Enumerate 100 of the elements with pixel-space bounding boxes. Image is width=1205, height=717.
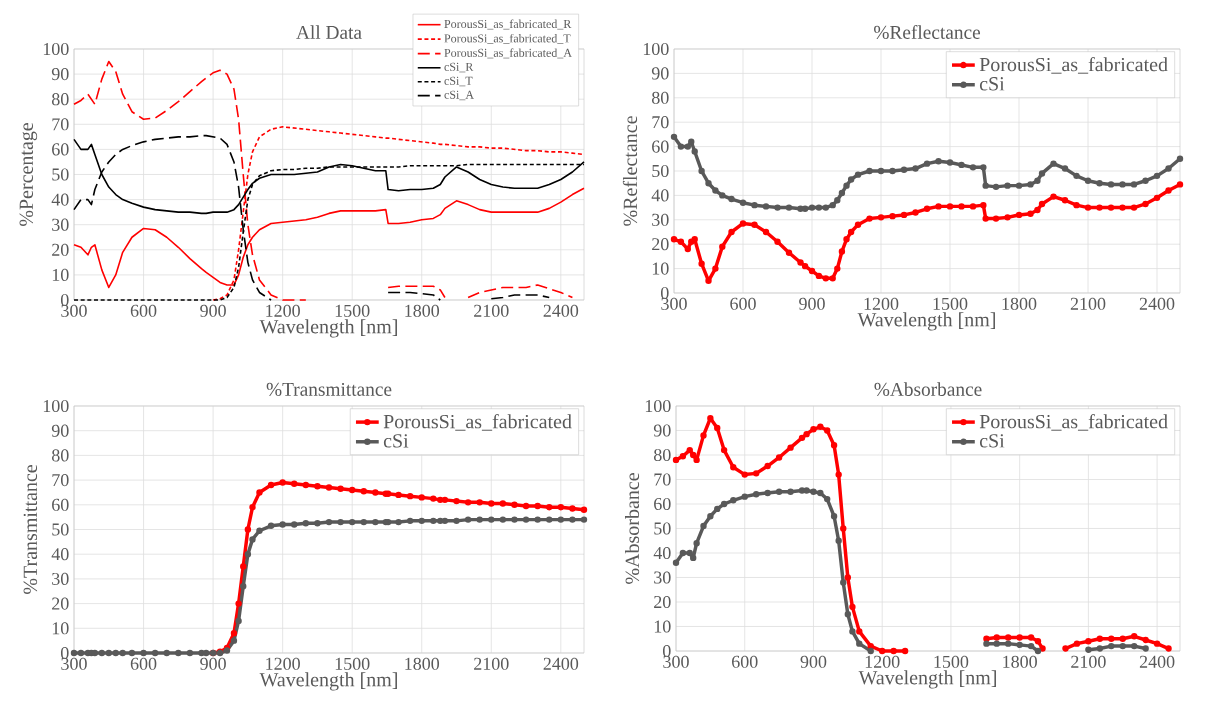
x-axis-title: Wavelength [nm] (858, 670, 996, 689)
y-axis-title: %Absorbance (625, 473, 640, 584)
x-axis-title: Wavelength [nm] (259, 672, 397, 691)
y-tick-label: 60 (654, 497, 671, 511)
y-tick-label: 30 (652, 213, 669, 226)
y-tick-label: 60 (52, 498, 69, 511)
chart-title: %Transmittance (266, 382, 392, 396)
x-tick-label: 300 (661, 297, 687, 310)
x-tick-label: 1800 (405, 657, 440, 670)
y-tick-label: 40 (651, 189, 669, 202)
y-tick-label: 10 (654, 620, 671, 633)
chart-title: %Absorbance (874, 382, 982, 396)
legend-label: PorousSi_as_fabricated (979, 57, 1168, 74)
y-tick-label: 70 (654, 473, 671, 486)
x-tick-label: 1200 (266, 304, 300, 317)
x-tick-label: 1200 (865, 655, 900, 668)
chart-title: All Data (296, 25, 362, 39)
x-tick-label: 1500 (335, 657, 370, 670)
y-tick-label: 30 (52, 218, 69, 231)
x-tick-label: 1500 (934, 655, 969, 668)
x-tick-label: 300 (61, 304, 87, 317)
legend-label: cSi_A (444, 90, 474, 101)
y-tick-label: 0 (60, 646, 69, 660)
y-tick-label: 80 (651, 91, 669, 104)
y-tick-label: 30 (654, 571, 671, 584)
x-tick-label: 2100 (1071, 655, 1106, 668)
y-tick-label: 30 (52, 572, 69, 585)
x-tick-label: 2400 (1139, 297, 1175, 310)
x-tick-label: 2100 (474, 304, 509, 317)
y-tick-label: 10 (652, 262, 669, 275)
y-tick-label: 70 (52, 474, 69, 487)
y-tick-label: 90 (51, 424, 69, 437)
x-tick-label: 900 (200, 657, 226, 670)
y-axis-title: %Percentage (19, 122, 38, 226)
x-tick-label: 900 (200, 304, 226, 317)
x-tick-label: 600 (730, 297, 756, 310)
y-axis-title: %Transmittance (23, 465, 38, 594)
x-tick-label: 600 (130, 304, 157, 317)
y-tick-label: 10 (52, 622, 69, 635)
x-tick-label: 900 (799, 297, 825, 310)
x-tick-label: 2100 (474, 657, 509, 670)
legend-label: cSi (383, 434, 409, 448)
x-tick-label: 900 (800, 655, 827, 668)
x-axis-title: Wavelength [nm] (857, 312, 995, 331)
legend-label: PorousSi_as_fabricated_R (444, 19, 572, 30)
y-tick-label: 10 (52, 268, 69, 281)
y-tick-label: 50 (654, 522, 671, 535)
x-tick-label: 300 (61, 657, 87, 670)
y-tick-label: 70 (52, 118, 69, 131)
y-tick-label: 70 (652, 116, 669, 129)
y-tick-label: 50 (652, 164, 669, 178)
x-axis-title: Wavelength [nm] (259, 319, 397, 338)
x-tick-label: 600 (732, 655, 758, 668)
y-tick-label: 100 (43, 42, 69, 56)
y-tick-label: 40 (51, 548, 69, 561)
y-tick-label: 20 (652, 238, 669, 251)
legend-label: cSi_R (444, 62, 474, 73)
x-tick-label: 300 (663, 655, 689, 668)
y-tick-label: 40 (653, 546, 671, 560)
x-tick-label: 2400 (543, 304, 579, 317)
x-tick-label: 600 (130, 657, 157, 670)
y-tick-label: 80 (653, 448, 671, 462)
x-tick-label: 1800 (405, 304, 440, 317)
x-tick-label: 1200 (864, 297, 899, 310)
y-tick-label: 90 (651, 67, 669, 80)
x-tick-label: 2400 (1139, 655, 1175, 668)
legend-label: PorousSi_as_fabricated_A (444, 48, 572, 59)
x-tick-label: 2400 (543, 657, 579, 670)
y-tick-label: 50 (52, 168, 69, 181)
y-tick-label: 20 (52, 243, 69, 256)
legend-label: cSi (979, 434, 1005, 448)
legend-label: PorousSi_as_fabricated_T (444, 33, 571, 44)
y-tick-label: 20 (52, 597, 69, 610)
x-tick-label: 1200 (266, 657, 300, 670)
x-tick-label: 1500 (933, 297, 968, 310)
legend-label: cSi_T (444, 76, 473, 87)
y-tick-label: 0 (662, 644, 671, 658)
legend-label: cSi (979, 77, 1005, 91)
x-tick-label: 2100 (1070, 297, 1106, 310)
y-tick-label: 20 (654, 595, 671, 609)
y-axis-title: %Reflectance (622, 116, 638, 226)
y-tick-label: 60 (52, 143, 69, 156)
y-tick-label: 100 (645, 399, 671, 413)
x-tick-label: 1800 (1002, 297, 1037, 310)
y-tick-label: 90 (51, 68, 69, 81)
x-tick-label: 1800 (1003, 655, 1037, 668)
y-tick-label: 40 (51, 193, 69, 206)
y-tick-label: 60 (652, 140, 669, 153)
y-tick-label: 80 (51, 449, 69, 462)
y-tick-label: 50 (52, 523, 69, 536)
y-tick-label: 100 (43, 399, 69, 413)
legend-label: PorousSi_as_fabricated (979, 414, 1168, 431)
y-tick-label: 0 (60, 293, 69, 307)
chart-title: %Reflectance (874, 25, 981, 39)
legend-label: PorousSi_as_fabricated (383, 414, 572, 431)
y-tick-label: 80 (51, 93, 69, 106)
x-tick-label: 1500 (335, 304, 370, 317)
y-tick-label: 100 (643, 42, 669, 56)
y-tick-label: 0 (660, 286, 669, 300)
y-tick-label: 90 (653, 424, 671, 437)
